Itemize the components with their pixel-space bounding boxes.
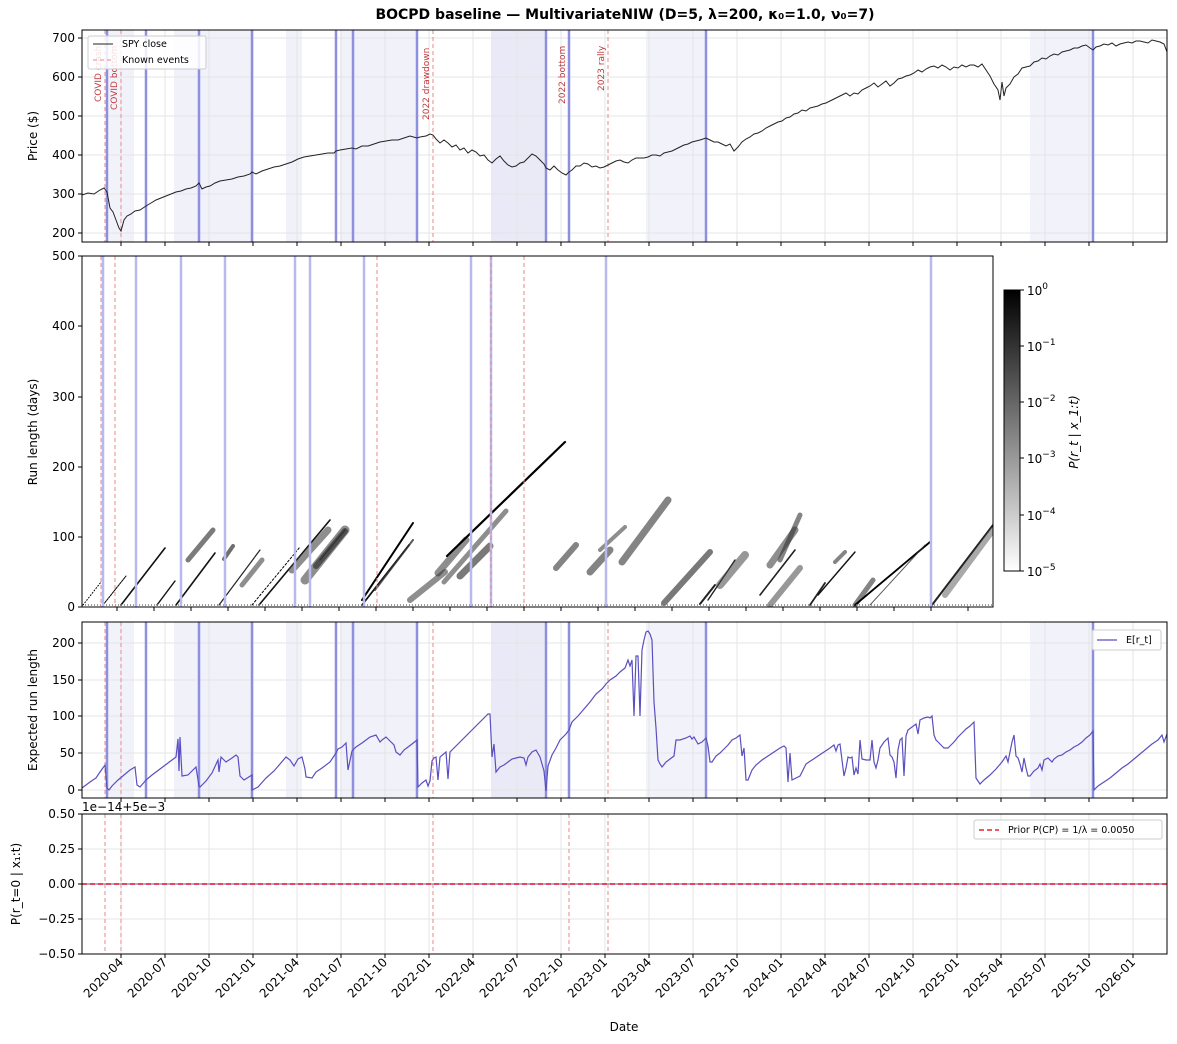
svg-text:2026-01: 2026-01	[1093, 955, 1138, 1000]
svg-text:2022-04: 2022-04	[433, 955, 478, 1000]
svg-text:0.00: 0.00	[48, 877, 75, 891]
svg-text:2025-01: 2025-01	[917, 955, 962, 1000]
svg-text:2023-01: 2023-01	[565, 955, 610, 1000]
cp-legend: Prior P(CP) = 1/λ = 0.0050	[973, 819, 1163, 840]
rl-axes-frame	[81, 255, 994, 608]
cp-yticks: 0.50 0.25 0.00 −0.25 −0.50	[38, 807, 82, 961]
colorbar-label: P(r_t | x_1:t)	[1067, 395, 1081, 468]
svg-text:400: 400	[52, 319, 75, 333]
svg-text:2021-10: 2021-10	[345, 955, 390, 1000]
price-ylabel: Price ($)	[26, 111, 40, 161]
price-panel: COVID crash COVID bottom 2022 drawdown 2…	[26, 29, 1168, 246]
legend-known-events: Known events	[122, 55, 189, 66]
price-axes-frame	[81, 29, 1168, 243]
svg-text:10−2: 10−2	[1027, 394, 1056, 410]
rl-xtick-marks	[116, 607, 969, 611]
spy-close-line	[82, 39, 1167, 233]
run-length-ridges	[82, 440, 993, 607]
svg-text:2020-10: 2020-10	[169, 955, 214, 1000]
erl-yticks: 0 50 100 150 200	[52, 636, 82, 797]
svg-text:300: 300	[52, 187, 75, 201]
rl-yticks: 0 100 200 300 400 500	[52, 249, 82, 614]
svg-text:10−3: 10−3	[1027, 450, 1056, 466]
erl-axes-frame	[81, 621, 1168, 799]
figure-title: BOCPD baseline — MultivariateNIW (D=5, λ…	[375, 7, 875, 23]
svg-text:10−5: 10−5	[1027, 563, 1056, 579]
erl-ylabel: Expected run length	[26, 649, 40, 771]
svg-text:2024-07: 2024-07	[829, 955, 874, 1000]
svg-text:200: 200	[52, 636, 75, 650]
rl-ylabel: Run length (days)	[26, 379, 40, 486]
legend-spy-close: SPY close	[122, 39, 167, 50]
svg-text:0: 0	[67, 600, 75, 614]
svg-text:2021-04: 2021-04	[257, 955, 302, 1000]
changepoint-probability-panel: 1e−14+5e−3 0.50 0.25 0.00 −0.25 −0.50 P(…	[9, 800, 1168, 1034]
expected-run-length-panel: 0 50 100 150 200 Expected run length E[r…	[26, 621, 1168, 802]
expected-run-length-line	[82, 630, 1167, 792]
svg-text:−0.50: −0.50	[38, 947, 75, 961]
svg-text:100: 100	[52, 530, 75, 544]
erl-grid	[82, 622, 1167, 798]
svg-text:150: 150	[52, 673, 75, 687]
erl-regime-shading	[106, 622, 1094, 798]
svg-text:2024-01: 2024-01	[741, 955, 786, 1000]
svg-text:2022-01: 2022-01	[389, 955, 434, 1000]
svg-text:2020-07: 2020-07	[125, 955, 170, 1000]
event-label-2022-bottom: 2022 bottom	[558, 46, 568, 104]
event-label-2022-drawdown: 2022 drawdown	[422, 48, 432, 120]
rl-detected-changepoints	[101, 256, 933, 607]
price-yticks: 200 300 400 500 600 700	[52, 31, 82, 240]
erl-legend: E[r_t]	[1091, 629, 1162, 651]
svg-text:2022-07: 2022-07	[477, 955, 522, 1000]
svg-text:2023-04: 2023-04	[609, 955, 654, 1000]
svg-text:10−1: 10−1	[1027, 338, 1056, 354]
svg-text:300: 300	[52, 390, 75, 404]
svg-text:200: 200	[52, 226, 75, 240]
svg-text:0.25: 0.25	[48, 842, 75, 856]
legend-prior-cp: Prior P(CP) = 1/λ = 0.0050	[1008, 825, 1134, 836]
svg-text:2023-07: 2023-07	[653, 955, 698, 1000]
offset-text: 1e−14+5e−3	[82, 800, 165, 814]
svg-text:500: 500	[52, 109, 75, 123]
svg-text:500: 500	[52, 249, 75, 263]
svg-text:100: 100	[52, 709, 75, 723]
svg-text:10−4: 10−4	[1027, 507, 1056, 523]
x-axis-label: Date	[610, 1020, 639, 1034]
svg-text:200: 200	[52, 460, 75, 474]
run-length-panel: 0 100 200 300 400 500 Run length (days) …	[26, 249, 1081, 614]
xtick-marks	[120, 954, 1134, 958]
svg-text:2025-04: 2025-04	[961, 955, 1006, 1000]
svg-text:2025-07: 2025-07	[1005, 955, 1050, 1000]
svg-text:0: 0	[67, 783, 75, 797]
svg-text:50: 50	[60, 746, 75, 760]
svg-text:2023-10: 2023-10	[697, 955, 742, 1000]
svg-text:2025-10: 2025-10	[1049, 955, 1094, 1000]
svg-text:400: 400	[52, 148, 75, 162]
svg-text:2021-07: 2021-07	[301, 955, 346, 1000]
svg-text:2021-01: 2021-01	[213, 955, 258, 1000]
svg-text:100: 100	[1027, 282, 1048, 298]
svg-text:−0.25: −0.25	[38, 912, 75, 926]
event-label-covid-crash: COVID crash	[94, 46, 104, 102]
rl-known-events	[100, 256, 525, 607]
svg-text:600: 600	[52, 70, 75, 84]
cp-ylabel: P(r_t=0 | x₁:t)	[9, 843, 23, 925]
svg-text:2024-04: 2024-04	[785, 955, 830, 1000]
colorbar: 100 10−1 10−2 10−3 10−4 10−5 P(r_t | x_1…	[1003, 282, 1081, 579]
svg-text:0.50: 0.50	[48, 807, 75, 821]
svg-text:2020-04: 2020-04	[81, 955, 126, 1000]
grid	[82, 30, 1167, 242]
erl-detected-changepoints	[105, 622, 1095, 798]
svg-text:2022-10: 2022-10	[521, 955, 566, 1000]
price-legend: SPY close Known events	[87, 35, 207, 70]
xtick-labels: 2020-04 2020-07 2020-10 2021-01 2021-04 …	[81, 955, 1138, 1000]
event-label-covid-bottom: COVID bottom	[110, 46, 120, 110]
legend-expected-run-length: E[r_t]	[1126, 635, 1152, 646]
svg-text:2024-10: 2024-10	[873, 955, 918, 1000]
price-xtick-marks	[120, 242, 1134, 246]
svg-text:700: 700	[52, 31, 75, 45]
event-label-2023-rally: 2023 rally	[597, 45, 607, 91]
